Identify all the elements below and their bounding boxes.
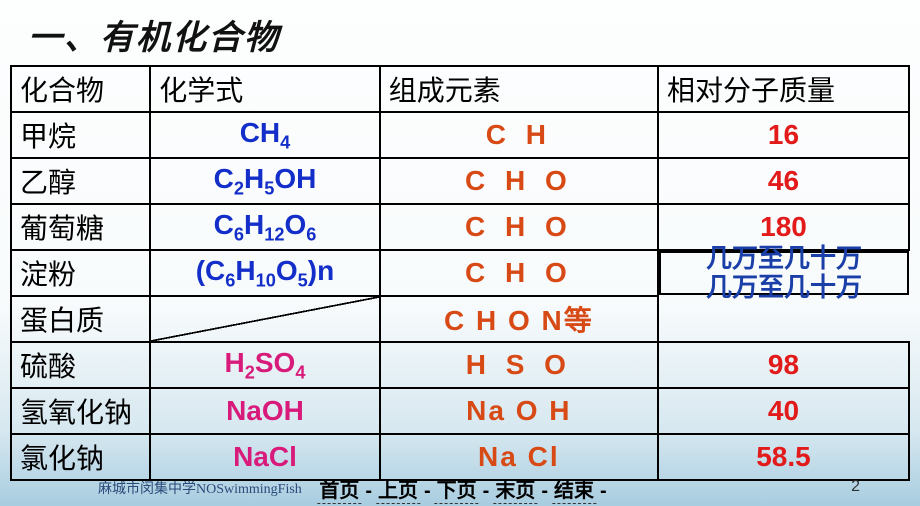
header-elements: 组成元素 [380,66,658,112]
table-row: 蛋白质 C H O N等 [11,296,909,342]
cell-name: 氢氧化钠 [11,388,150,434]
cell-mass: 46 [658,158,909,204]
footer-credit: 麻城市闵集中学NOSwimmingFish [98,478,302,498]
cell-elements: Na O H [380,388,658,434]
cell-elements: H S O [380,342,658,388]
cell-name: 硫酸 [11,342,150,388]
table-row: 甲烷 CH4 C H 16 [11,112,909,158]
table-row: 乙醇 C2H5OH C H O 46 [11,158,909,204]
cell-name: 葡萄糖 [11,204,150,250]
mass-line2: 几万至几十万 [706,273,862,302]
cell-mass: 98 [658,342,909,388]
cell-formula: (C6H10O5)n [150,250,379,296]
cell-name: 蛋白质 [11,296,150,342]
cell-mass: 58.5 [658,434,909,480]
cell-formula: C2H5OH [150,158,379,204]
cell-formula-empty [150,296,379,342]
nav-end[interactable]: 结束 [552,474,596,504]
cell-formula: C6H12O6 [150,204,379,250]
cell-name: 淀粉 [11,250,150,296]
table-header-row: 化合物 化学式 组成元素 相对分子质量 [11,66,909,112]
cell-formula: NaOH [150,388,379,434]
header-compound: 化合物 [11,66,150,112]
cell-elements: C H O [380,250,658,296]
cell-mass: 40 [658,388,909,434]
cell-elements: C H [380,112,658,158]
page-title: 一、有机化合物 [0,0,920,65]
cell-elements: C H O [380,158,658,204]
nav-next[interactable]: 下页 [435,474,479,504]
compounds-table: 化合物 化学式 组成元素 相对分子质量 甲烷 CH4 C H 16 乙醇 C2H… [10,65,910,481]
table-row: 氢氧化钠 NaOH Na O H 40 [11,388,909,434]
nav-first[interactable]: 首页 [317,474,361,504]
cell-mass: 16 [658,112,909,158]
nav-last[interactable]: 末页 [493,474,537,504]
cell-name: 甲烷 [11,112,150,158]
cell-formula: CH4 [150,112,379,158]
nav-prev[interactable]: 上页 [376,474,420,504]
header-mass: 相对分子质量 [658,66,909,112]
cell-name: 乙醇 [11,158,150,204]
footer-nav: 首页- 上页- 下页- 末页- 结束- [313,474,606,504]
cell-formula: H2SO4 [150,342,379,388]
table-row: 硫酸 H2SO4 H S O 98 [11,342,909,388]
cell-elements: C H O N等 [380,296,658,342]
cell-name: 氯化钠 [11,434,150,480]
header-formula: 化学式 [150,66,379,112]
mass-line1: 几万至几十万 [706,244,862,273]
page-number: 2 [851,478,860,496]
cell-mass-merged: 几万至几十万 几万至几十万 [659,251,909,295]
table-row: 淀粉 (C6H10O5)n C H O 几万至几十万 几万至几十万 [11,250,909,296]
cell-elements: C H O [380,204,658,250]
